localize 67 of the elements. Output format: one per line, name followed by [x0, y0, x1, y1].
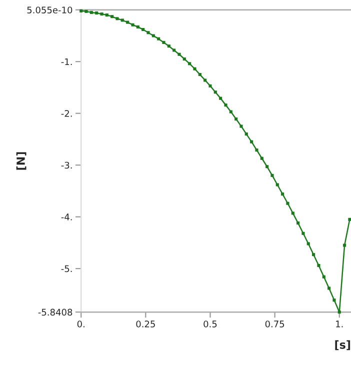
point [260, 156, 264, 160]
point [250, 140, 254, 144]
x-axis-title: [s] [335, 340, 350, 350]
point [116, 17, 119, 20]
x-tick-label: 0.5 [204, 320, 217, 328]
point [244, 132, 248, 136]
point [105, 14, 108, 17]
point [172, 48, 176, 52]
point [328, 286, 331, 290]
point [178, 52, 181, 56]
y-tick-label: -4. [61, 214, 72, 220]
point [167, 44, 170, 48]
point [229, 110, 232, 114]
point [152, 34, 155, 38]
point [348, 218, 351, 221]
y-tick-label: 5.055e-10 [27, 6, 72, 14]
x-tick-label: 1. [336, 320, 343, 328]
point [204, 78, 207, 82]
point [131, 23, 134, 26]
point [110, 15, 114, 18]
y-tick-label: -5.8408 [38, 308, 72, 316]
x-tick-label: 0. [77, 320, 84, 328]
point [84, 10, 88, 13]
point [270, 174, 274, 177]
y-tick-label: -2. [61, 110, 72, 117]
point [157, 37, 160, 40]
point [208, 84, 212, 88]
y-axis-title: [N] [16, 152, 26, 170]
point [95, 11, 98, 14]
point [266, 165, 269, 168]
point [80, 9, 83, 12]
point [234, 118, 238, 121]
point [142, 28, 145, 32]
point [317, 264, 320, 267]
point [338, 310, 341, 314]
point [198, 73, 202, 76]
x-tick-label: 0.75 [265, 320, 284, 328]
point [136, 25, 140, 28]
point [162, 40, 166, 44]
point [182, 57, 186, 61]
point [322, 275, 326, 278]
point [332, 298, 336, 302]
point [343, 244, 346, 247]
point [296, 222, 300, 225]
point [188, 62, 192, 66]
point [126, 20, 130, 24]
point [214, 90, 217, 94]
point [302, 232, 305, 235]
point [255, 148, 258, 152]
x-tick-label: 0.25 [136, 320, 155, 328]
y-tick-label: -5. [61, 265, 72, 272]
point [193, 67, 196, 70]
point [281, 192, 284, 196]
point [276, 183, 279, 186]
point [120, 18, 124, 22]
point [312, 253, 316, 256]
point [90, 10, 93, 14]
point [240, 124, 243, 128]
point [146, 31, 150, 34]
point [286, 202, 290, 205]
point [100, 12, 104, 16]
point [219, 96, 222, 100]
point [306, 242, 310, 246]
point [224, 104, 228, 107]
point [291, 212, 294, 215]
y-tick-label: -1. [61, 58, 72, 66]
y-tick-label: -3. [61, 162, 72, 169]
